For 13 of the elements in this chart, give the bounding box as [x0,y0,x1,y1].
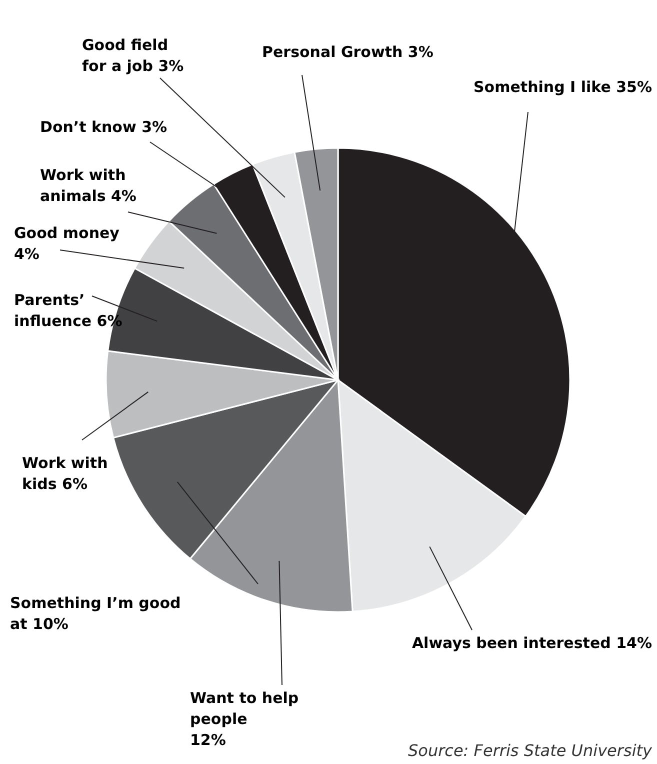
source-note: Source: Ferris State University [408,741,653,760]
slice-label: Don’t know 3% [40,118,168,136]
slice-label: Good field for a job 3% [82,36,184,75]
data-label: 4% [14,245,40,263]
slice-label: Work with kids 6% [22,454,108,493]
slice-label: Something I’m good at 10% [10,594,181,633]
slice-label: Always been interested 14% [412,634,652,652]
slice-label: Something I like 35% [474,78,652,96]
slice-label: Personal Growth 3% [262,43,434,61]
data-label: 12% [190,731,226,749]
slice-label: Good money [14,224,120,242]
slice-label: Want to help people [190,689,299,728]
slice-label: Work with animals 4% [40,166,136,205]
